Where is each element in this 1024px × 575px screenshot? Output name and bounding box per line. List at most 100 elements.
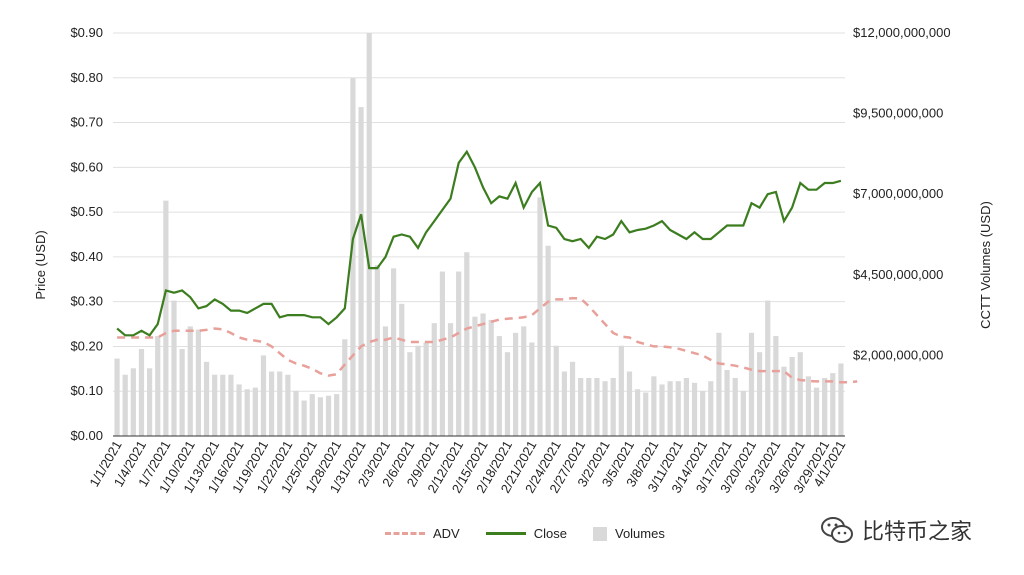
legend-label-volumes: Volumes [614, 526, 665, 541]
volume-bar [740, 390, 746, 436]
volume-bar [472, 316, 478, 436]
watermark-text: 比特币之家 [862, 519, 973, 544]
volume-bar [789, 357, 795, 436]
volume-bar [626, 371, 633, 436]
volume-bar [675, 381, 681, 436]
legend-item-volumes: Volumes [592, 526, 665, 541]
left-tick-label: $0.60 [70, 159, 103, 174]
volume-bar [415, 345, 421, 436]
volume-bar [667, 381, 673, 436]
volume-bar [838, 363, 844, 436]
adv-line [117, 296, 858, 384]
volume-bar [651, 376, 657, 436]
volume-bar [464, 252, 470, 436]
right-tick-label: $2,000,000,000 [853, 347, 943, 362]
legend-item-close: Close [485, 526, 567, 541]
volume-bar [797, 352, 803, 436]
left-tick-label: $0.50 [70, 204, 103, 219]
volume-bar [504, 352, 511, 436]
volume-bar [594, 377, 600, 436]
volume-bar [179, 348, 185, 436]
volume-bar [439, 271, 446, 436]
volume-bar [122, 374, 128, 436]
volume-bar [187, 326, 193, 436]
volume-bar [155, 336, 161, 436]
volume-bar [480, 313, 486, 436]
volume-bar [756, 352, 763, 436]
volume-bar [293, 390, 299, 436]
volume-bar [610, 377, 616, 436]
left-tick-label: $0.10 [70, 383, 103, 398]
volume-bars [114, 33, 844, 437]
volume-bar [252, 387, 258, 436]
volume-bar [805, 376, 812, 436]
volume-bar [521, 326, 527, 436]
volume-bar [309, 394, 315, 436]
legend-swatch-close [485, 532, 526, 535]
right-axis-title: CCTT Volumes (USD) [978, 201, 993, 329]
volume-bar [683, 377, 690, 436]
legend-swatch-volumes [592, 526, 607, 541]
volume-bar [618, 345, 624, 436]
legend-swatch-adv [385, 532, 425, 535]
volume-bar [203, 361, 210, 436]
volume-bar [163, 200, 169, 436]
legend-label-adv: ADV [433, 526, 460, 541]
watermark: 比特币之家 [820, 514, 972, 546]
volume-bar [431, 323, 437, 436]
legend-item-adv: ADV [385, 526, 460, 541]
volume-bar [268, 371, 275, 436]
volume-bar [195, 329, 202, 436]
volume-bar [285, 374, 291, 436]
volume-bar [822, 377, 828, 436]
volume-bar [813, 387, 820, 436]
volume-bar [423, 342, 429, 436]
volume-bar [260, 355, 267, 436]
volume-bar [716, 332, 722, 436]
left-tick-label: $0.70 [70, 115, 103, 130]
legend-label-close: Close [533, 526, 567, 541]
volume-bar [732, 377, 738, 436]
volume-bar [212, 374, 218, 436]
volume-bar [691, 382, 698, 436]
wechat-icon [821, 517, 853, 543]
volume-bar [236, 384, 242, 436]
volume-bar [358, 107, 364, 436]
gridlines [113, 32, 845, 392]
volume-bar [342, 339, 348, 436]
volume-bar [765, 300, 771, 436]
volume-bar [244, 389, 250, 436]
volume-bar [334, 394, 340, 436]
volume-bar [537, 197, 543, 436]
volume-bar [545, 245, 551, 436]
left-tick-label: $0.80 [70, 70, 103, 85]
right-tick-label: $4,500,000,000 [853, 267, 943, 282]
volume-bar [447, 323, 454, 436]
volume-bar [781, 366, 787, 436]
left-axis-title: Price (USD) [33, 230, 48, 299]
left-tick-label: $0.40 [70, 249, 103, 264]
volume-bar [220, 374, 226, 436]
volume-bar [277, 371, 283, 436]
volume-bar [138, 348, 145, 436]
volume-bar [114, 358, 120, 436]
legend: ADV Close Volumes [385, 526, 665, 541]
left-tick-label: $0.90 [70, 25, 103, 40]
volume-bar [578, 377, 584, 436]
right-tick-label: $9,500,000,000 [853, 106, 943, 121]
volume-bar [529, 342, 535, 436]
volume-bar [456, 271, 462, 436]
volume-bar [390, 268, 397, 436]
left-tick-label: $0.30 [70, 294, 103, 309]
volume-bar [488, 319, 494, 436]
volume-bar [382, 326, 389, 436]
left-tick-label: $0.00 [70, 428, 103, 443]
left-tick-label: $0.20 [70, 338, 103, 353]
volume-bar [366, 33, 372, 436]
volume-bar [634, 389, 641, 436]
volume-bar [724, 369, 730, 436]
volume-bar [301, 400, 307, 436]
volume-bar [586, 377, 592, 436]
volume-bar [171, 300, 177, 436]
